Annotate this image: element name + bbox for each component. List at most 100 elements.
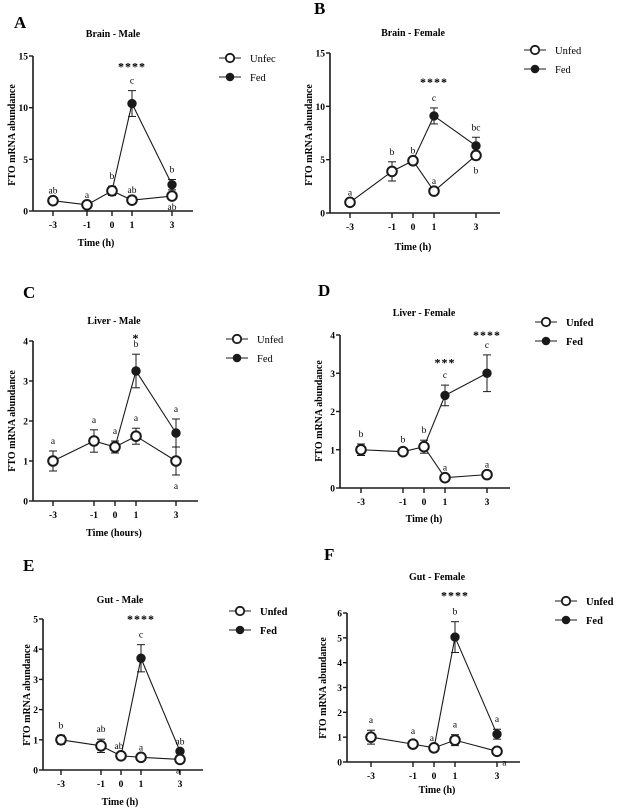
legend-label: Fed bbox=[566, 337, 583, 348]
stat-letter: a bbox=[369, 716, 374, 726]
legend-marker-unfed bbox=[560, 595, 572, 607]
y-tick-label: 2 bbox=[330, 408, 335, 418]
data-point-unfed bbox=[109, 441, 121, 453]
x-tick-label: -1 bbox=[388, 223, 396, 233]
stat-letter: c bbox=[130, 77, 134, 87]
y-axis-label: FTO mRNA abundance bbox=[22, 644, 33, 746]
data-point-unfed bbox=[481, 468, 493, 481]
legend: Unfed Fed bbox=[555, 595, 614, 627]
legend: Unfed Fed bbox=[535, 316, 594, 348]
y-tick-label: 5 bbox=[33, 616, 38, 626]
y-axis-label: FTO mRNA abundance bbox=[7, 84, 18, 186]
data-point-unfed bbox=[397, 445, 409, 458]
stat-letter: a bbox=[485, 461, 490, 471]
data-point-unfed bbox=[174, 753, 186, 766]
x-tick-label: 0 bbox=[411, 223, 416, 233]
legend-label: Unfed bbox=[555, 46, 582, 57]
data-point-unfed bbox=[166, 190, 178, 202]
x-tick-label: -3 bbox=[49, 511, 57, 521]
legend-label: Unfed bbox=[260, 607, 288, 618]
x-tick-label: 1 bbox=[443, 498, 448, 508]
stat-letter: c bbox=[443, 371, 447, 381]
legend-label: Fed bbox=[257, 354, 274, 365]
legend-marker-fed bbox=[235, 625, 245, 635]
series-line-fed bbox=[120, 656, 181, 756]
series-line-fed bbox=[412, 115, 477, 161]
data-point-unfed bbox=[428, 742, 440, 754]
stat-letter: c bbox=[485, 341, 489, 351]
series-line-fed bbox=[111, 101, 173, 191]
x-axis-label: Time (h) bbox=[102, 797, 139, 808]
y-tick-label: 10 bbox=[316, 103, 326, 113]
panel-b: B Brain - Female 0 5 10 15 -3 -1 0 1 3 Time (h) FTO … bbox=[304, 0, 582, 253]
stat-letter: b bbox=[453, 608, 458, 618]
stat-letter: b bbox=[411, 147, 416, 157]
y-axis-label: FTO mRNA abundance bbox=[7, 370, 18, 472]
data-point-fed bbox=[450, 632, 460, 642]
stat-letter: a bbox=[92, 416, 97, 426]
stat-letter: ab bbox=[168, 203, 177, 213]
y-tick-label: 0 bbox=[337, 759, 342, 769]
data-point-unfed bbox=[47, 194, 59, 207]
data-point-unfed bbox=[95, 740, 107, 752]
legend-label: Unfec bbox=[250, 54, 276, 65]
data-point-fed bbox=[429, 111, 439, 121]
y-tick-label: 0 bbox=[23, 498, 28, 508]
stat-letter: b bbox=[401, 435, 406, 445]
data-point-unfed bbox=[355, 443, 367, 456]
significance-marker: **** bbox=[127, 612, 155, 626]
x-tick-label: 1 bbox=[453, 772, 458, 782]
y-tick-label: 3 bbox=[23, 378, 28, 388]
y-tick-label: 0 bbox=[320, 210, 325, 220]
stat-letter: b bbox=[390, 148, 395, 158]
stat-letter: a bbox=[176, 766, 181, 776]
y-tick-label: 6 bbox=[337, 610, 342, 620]
data-point-unfed bbox=[439, 471, 451, 484]
x-tick-label: 1 bbox=[139, 780, 144, 790]
data-point-unfed bbox=[126, 194, 138, 206]
stat-letter: b bbox=[59, 721, 64, 731]
series-line-fed bbox=[433, 635, 498, 748]
stat-letter: a bbox=[411, 727, 416, 737]
x-tick-label: 1 bbox=[130, 221, 135, 231]
x-tick-label: 0 bbox=[119, 780, 124, 790]
y-tick-label: 15 bbox=[316, 50, 326, 60]
legend-marker-unfed bbox=[540, 316, 552, 328]
x-tick-label: -1 bbox=[90, 511, 98, 521]
legend-marker-unfed bbox=[231, 333, 243, 345]
data-point-fed bbox=[471, 141, 481, 151]
stat-letter: a bbox=[432, 177, 437, 187]
data-point-fed bbox=[171, 428, 181, 438]
y-tick-label: 4 bbox=[33, 646, 38, 656]
data-point-unfed bbox=[47, 455, 59, 467]
stat-letter: a bbox=[134, 414, 139, 424]
x-tick-label: 3 bbox=[174, 511, 179, 521]
y-tick-label: 2 bbox=[33, 706, 38, 716]
y-tick-label: 15 bbox=[19, 53, 29, 63]
x-tick-label: -3 bbox=[357, 498, 365, 508]
x-tick-label: 1 bbox=[432, 223, 437, 233]
y-tick-label: 5 bbox=[337, 634, 342, 644]
series-line-fed bbox=[114, 369, 177, 448]
stat-letter: bc bbox=[472, 123, 481, 133]
x-tick-label: -1 bbox=[97, 780, 105, 790]
panel-letter: E bbox=[23, 556, 34, 575]
data-point-unfed bbox=[407, 154, 419, 167]
legend-label: Fed bbox=[260, 626, 277, 637]
data-point-unfed bbox=[365, 731, 377, 743]
chart-title: Brain - Female bbox=[381, 28, 445, 39]
x-tick-label: 0 bbox=[110, 221, 115, 231]
legend-marker-fed bbox=[225, 72, 235, 82]
legend-label: Fed bbox=[250, 73, 267, 84]
stat-letter: a bbox=[139, 743, 144, 753]
stat-letter: b bbox=[474, 167, 479, 177]
y-tick-label: 1 bbox=[330, 446, 335, 456]
stat-letter: a bbox=[174, 482, 179, 492]
significance-marker: *** bbox=[435, 356, 456, 370]
legend-marker-unfed bbox=[529, 44, 541, 56]
stat-letter: c bbox=[139, 631, 143, 641]
y-axis-label: FTO mRNA abundance bbox=[318, 637, 329, 739]
data-point-unfed bbox=[135, 751, 147, 764]
x-tick-label: -3 bbox=[57, 780, 65, 790]
legend-label: Fed bbox=[555, 65, 572, 76]
